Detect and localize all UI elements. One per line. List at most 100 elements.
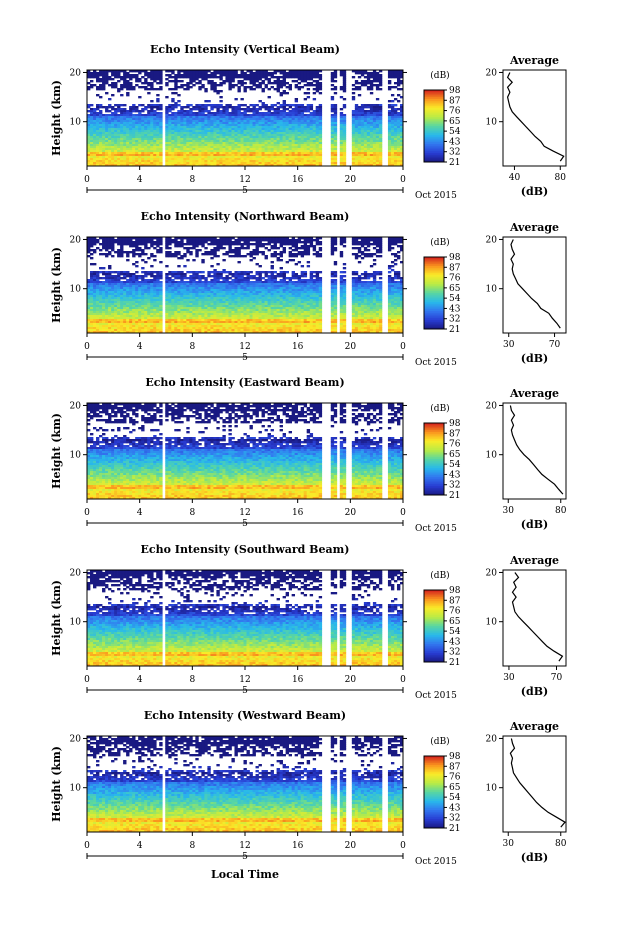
heatmap-cell xyxy=(216,247,219,249)
heatmap-cell xyxy=(364,241,367,243)
heatmap-cell xyxy=(153,104,156,106)
heatmap-cell xyxy=(316,150,319,152)
heatmap-cell xyxy=(93,251,96,253)
heatmap-cell xyxy=(165,120,168,122)
heatmap-cell xyxy=(316,74,319,76)
heatmap-cell xyxy=(117,275,120,277)
heatmap-cell xyxy=(265,156,268,158)
heatmap-cell xyxy=(99,136,102,138)
heatmap-cell xyxy=(216,140,219,142)
heatmap-cell xyxy=(397,150,400,152)
heatmap-cell xyxy=(364,116,367,118)
heatmap-cell xyxy=(310,76,313,78)
heatmap-cell xyxy=(165,279,168,281)
heatmap-cell xyxy=(361,253,364,255)
heatmap-cell xyxy=(183,114,186,116)
heatmap-cell xyxy=(207,82,210,84)
heatmap-cell xyxy=(129,130,132,132)
heatmap-cell xyxy=(376,112,379,114)
heatmap-cell xyxy=(292,158,295,160)
heatmap-cell xyxy=(256,279,259,281)
heatmap-cell xyxy=(304,118,307,120)
heatmap-cell xyxy=(171,255,174,257)
heatmap-cell xyxy=(397,154,400,156)
heatmap-cell xyxy=(292,239,295,241)
heatmap-cell xyxy=(364,76,367,78)
heatmap-cell xyxy=(156,241,159,243)
heatmap-cell xyxy=(355,154,358,156)
heatmap-cell xyxy=(111,128,114,130)
heatmap-cell xyxy=(316,241,319,243)
heatmap-cell xyxy=(355,108,358,110)
heatmap-cell xyxy=(207,144,210,146)
heatmap-cell xyxy=(108,120,111,122)
heatmap-cell xyxy=(159,271,162,273)
heatmap-cell xyxy=(216,108,219,110)
heatmap-cell xyxy=(292,150,295,152)
heatmap-cell xyxy=(120,281,123,283)
heatmap-cell xyxy=(210,142,213,144)
heatmap-cell xyxy=(277,273,280,275)
heatmap-cell xyxy=(240,273,243,275)
heatmap-cell xyxy=(355,156,358,158)
heatmap-cell xyxy=(174,116,177,118)
heatmap-cell xyxy=(129,122,132,124)
y-axis-label: Height (km) xyxy=(50,80,63,156)
heatmap-cell xyxy=(237,112,240,114)
heatmap-cell xyxy=(307,281,310,283)
heatmap-cell xyxy=(244,126,247,128)
heatmap-cell xyxy=(334,132,337,134)
heatmap-cell xyxy=(240,104,243,106)
heatmap-cell xyxy=(93,241,96,243)
heatmap-cell xyxy=(340,275,343,277)
heatmap-cell xyxy=(198,106,201,108)
heatmap-cell xyxy=(129,160,132,162)
heatmap-cell xyxy=(376,72,379,74)
heatmap-cell xyxy=(331,78,334,80)
heatmap-cell xyxy=(141,259,144,261)
heatmap-cell xyxy=(129,279,132,281)
heatmap-cell xyxy=(352,148,355,150)
heatmap-cell xyxy=(256,118,259,120)
heatmap-cell xyxy=(204,158,207,160)
heatmap-cell xyxy=(274,277,277,279)
heatmap-cell xyxy=(271,126,274,128)
heatmap-cell xyxy=(355,271,358,273)
heatmap-cell xyxy=(201,84,204,86)
heatmap-cell xyxy=(379,148,382,150)
heatmap-cell xyxy=(180,106,183,108)
heatmap-cell xyxy=(268,88,271,90)
heatmap-cell xyxy=(361,158,364,160)
heatmap-cell xyxy=(102,86,105,88)
heatmap-cell xyxy=(132,152,135,154)
heatmap-cell xyxy=(189,146,192,148)
heatmap-cell xyxy=(228,114,231,116)
heatmap-cell xyxy=(240,152,243,154)
heatmap-cell xyxy=(180,142,183,144)
heatmap-cell xyxy=(292,275,295,277)
heatmap-cell xyxy=(352,247,355,249)
heatmap-cell xyxy=(102,120,105,122)
heatmap-cell xyxy=(222,112,225,114)
heatmap-cell xyxy=(358,72,361,74)
heatmap-cell xyxy=(120,273,123,275)
heatmap-cell xyxy=(195,152,198,154)
heatmap-cell xyxy=(397,122,400,124)
heatmap-cell xyxy=(244,74,247,76)
heatmap-cell xyxy=(102,154,105,156)
heatmap-cell xyxy=(277,112,280,114)
heatmap-cell xyxy=(283,104,286,106)
heatmap-cell xyxy=(183,156,186,158)
heatmap-cell xyxy=(301,162,304,164)
heatmap-cell xyxy=(307,283,310,285)
heatmap-cell xyxy=(102,82,105,84)
heatmap-cell xyxy=(301,150,304,152)
heatmap-cell xyxy=(96,126,99,128)
heatmap-cell xyxy=(331,130,334,132)
heatmap-cell xyxy=(165,253,168,255)
heatmap-cell xyxy=(132,142,135,144)
heatmap-cell xyxy=(319,140,322,142)
heatmap-cell xyxy=(225,114,228,116)
heatmap-cell xyxy=(201,132,204,134)
heatmap-cell xyxy=(192,152,195,154)
